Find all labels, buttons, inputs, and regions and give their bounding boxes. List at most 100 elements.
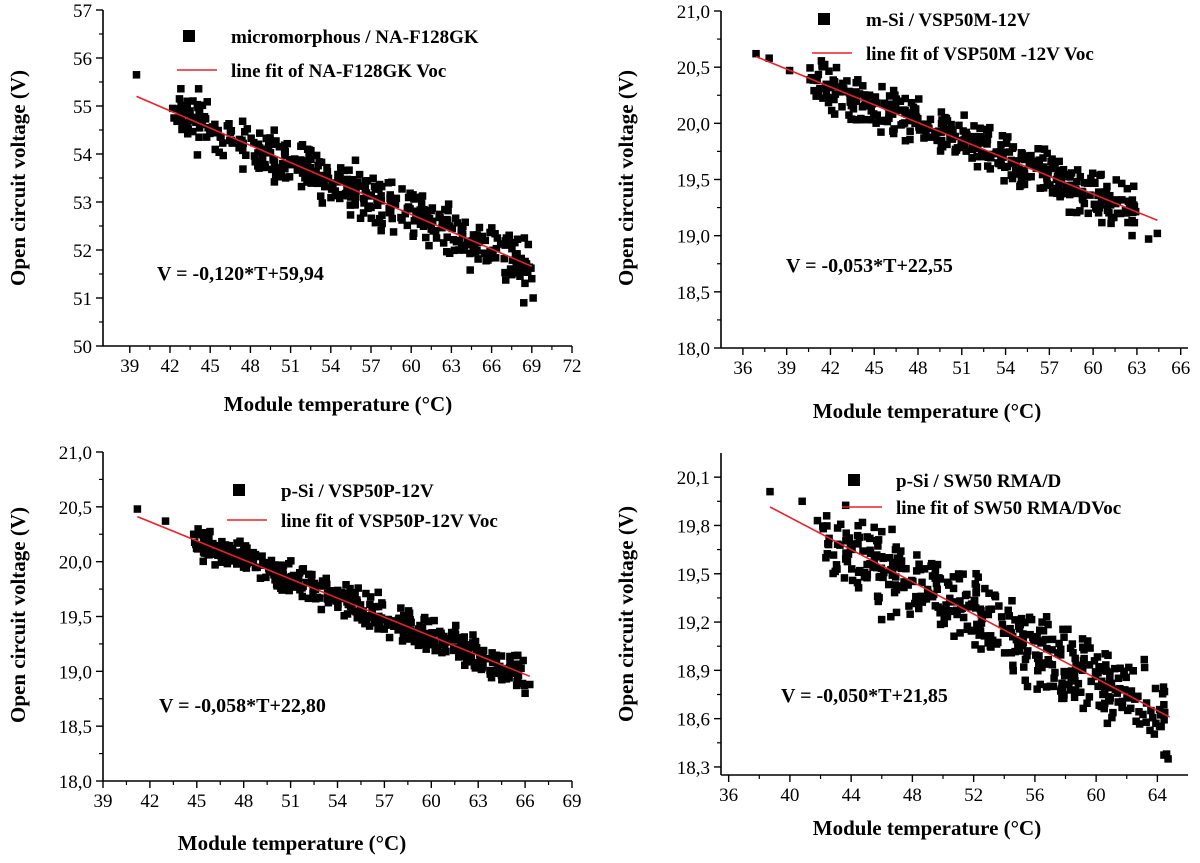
data-point [271,561,279,569]
data-point [1027,615,1036,624]
data-point [508,270,516,279]
data-point [1160,716,1168,724]
data-point [389,228,398,236]
data-point [175,95,184,103]
data-point [1038,663,1046,672]
data-point [194,103,202,112]
data-point [1110,664,1119,673]
data-point [443,233,451,241]
data-point [194,525,202,533]
data-point [1098,218,1106,227]
data-point [1019,632,1027,641]
data-point [402,625,411,634]
data-point [877,128,885,136]
data-point [901,94,910,103]
data-point [512,681,521,690]
data-point [955,121,963,130]
data-point [892,95,901,103]
data-point [189,97,197,105]
data-point [1032,632,1040,641]
data-point [461,218,469,227]
data-point [877,615,886,624]
data-point [946,130,955,139]
data-point [874,536,883,544]
data-point [528,274,536,283]
data-point [852,116,861,124]
legend-label: p-Si / VSP50P-12V [281,481,434,502]
data-point [1065,172,1074,180]
data-point [206,527,214,536]
data-point [896,97,905,105]
data-point [506,652,514,661]
data-point [430,637,438,646]
data-point [864,101,873,110]
data-point [226,136,234,145]
data-point [336,178,344,186]
data-point [994,159,1002,167]
y-tick-label: 18,6 [677,710,710,731]
data-point [403,633,412,642]
data-point [931,132,939,141]
panel-4: 36 40 44 48 52 56 60 64 18,3 18,6 18,9 19,2 19,5 19,8… [614,453,1188,840]
data-point [352,193,360,201]
data-point [375,185,383,193]
data-point [271,171,280,179]
data-point [1053,189,1061,198]
data-point [377,226,385,235]
data-point [985,589,993,598]
data-point [491,254,500,262]
data-point [1069,648,1077,657]
data-point [278,586,286,594]
data-point [412,207,420,215]
data-point [1023,651,1031,660]
data-point [1033,685,1041,693]
data-point [1151,684,1160,693]
data-point [385,208,394,217]
data-point [983,162,992,170]
data-point [366,202,374,210]
legend-marker-square [818,13,830,25]
data-point [486,228,494,237]
data-point [1004,133,1012,141]
data-point [924,589,933,598]
data-point [885,114,893,123]
data-point [217,558,226,566]
data-point [973,152,981,161]
data-point [444,200,453,208]
y-tick-label: 52 [73,241,92,262]
data-point [830,110,839,118]
data-point [409,229,418,237]
data-point [451,214,460,222]
data-point [398,185,406,193]
data-point [956,629,964,637]
data-point [1157,722,1165,731]
data-point [1085,661,1094,669]
data-point [1037,639,1045,647]
data-point [950,632,958,640]
data-point [356,214,365,223]
data-point [431,227,440,235]
data-point [443,217,452,225]
data-point [998,148,1007,157]
data-point [928,572,937,580]
data-point [508,244,516,253]
data-point [832,63,841,72]
data-point [1107,679,1116,688]
data-point [356,601,365,609]
data-point [1017,175,1026,184]
data-point [949,598,957,606]
data-point [963,625,972,634]
data-point [911,119,919,128]
data-point [291,583,300,591]
data-point [276,569,285,577]
data-point [1106,675,1114,684]
data-point [178,125,186,134]
data-point [887,612,895,621]
data-point [824,540,833,549]
data-point [460,242,469,250]
data-point [267,556,276,565]
data-point [475,223,484,232]
data-point [478,662,487,670]
data-point [1032,651,1040,659]
data-point [823,522,831,530]
